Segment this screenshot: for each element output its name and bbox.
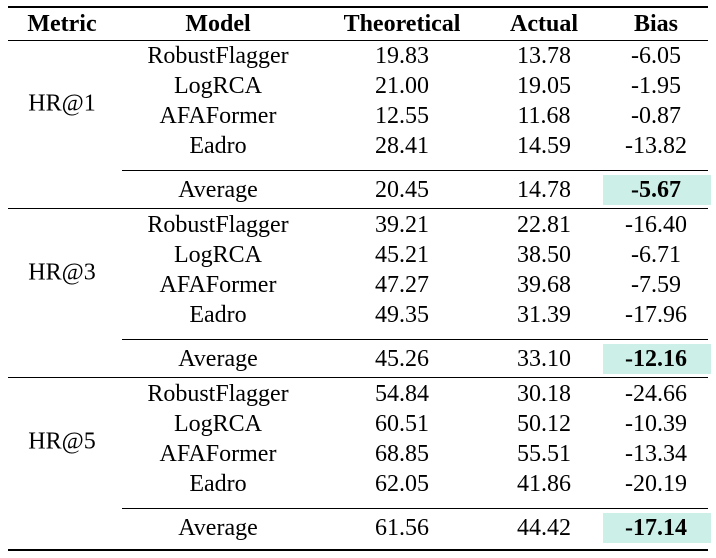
cell-bias: -13.34 — [625, 441, 687, 467]
cell-bias: -7.59 — [631, 272, 681, 298]
cell-theoretical: 12.55 — [375, 103, 429, 129]
cell-average-label: Average — [178, 177, 258, 203]
best-highlight — [603, 344, 711, 374]
cell-bias: -10.39 — [625, 411, 687, 437]
cell-model: AFAFormer — [159, 441, 277, 467]
cell-average-label: Average — [178, 346, 258, 372]
cell-actual: 11.68 — [517, 103, 571, 129]
metric-label: HR@5 — [28, 428, 96, 455]
header-theoretical: Theoretical — [343, 11, 461, 37]
cell-theoretical: 21.00 — [375, 73, 429, 99]
metric-label: HR@3 — [28, 259, 96, 286]
cell-average-bias: -12.16 — [625, 346, 687, 372]
average-rule — [122, 170, 708, 171]
cell-theoretical: 49.35 — [375, 302, 429, 328]
cell-model: AFAFormer — [159, 272, 277, 298]
cell-actual: 14.59 — [517, 133, 571, 159]
cell-average-actual: 44.42 — [517, 515, 571, 541]
header-metric: Metric — [27, 11, 97, 37]
cell-model: LogRCA — [173, 411, 263, 437]
cell-model: RobustFlagger — [147, 212, 289, 238]
cell-bias: -1.95 — [631, 73, 681, 99]
cell-model: Eadro — [189, 471, 247, 497]
cell-bias: -0.87 — [631, 103, 681, 129]
cell-average-label: Average — [178, 515, 258, 541]
cell-theoretical: 54.84 — [375, 381, 429, 407]
top-rule — [8, 6, 708, 8]
cell-bias: -13.82 — [625, 133, 687, 159]
cell-actual: 50.12 — [517, 411, 571, 437]
best-highlight — [603, 175, 711, 205]
metric-label: HR@1 — [28, 90, 96, 117]
cell-average-theoretical: 45.26 — [375, 346, 429, 372]
cell-actual: 55.51 — [517, 441, 571, 467]
header-model: Model — [185, 11, 251, 37]
cell-actual: 13.78 — [517, 43, 571, 69]
cell-model: AFAFormer — [159, 103, 277, 129]
cell-actual: 30.18 — [517, 381, 571, 407]
cell-average-bias: -17.14 — [625, 515, 687, 541]
cell-actual: 31.39 — [517, 302, 571, 328]
cell-actual: 41.86 — [517, 471, 571, 497]
cell-bias: -6.05 — [631, 43, 681, 69]
cell-theoretical: 68.85 — [375, 441, 429, 467]
cell-model: LogRCA — [173, 242, 263, 268]
group-rule — [8, 377, 708, 378]
header-actual: Actual — [510, 11, 578, 37]
average-rule — [122, 339, 708, 340]
cell-model: RobustFlagger — [147, 43, 289, 69]
average-rule — [122, 508, 708, 509]
cell-bias: -6.71 — [631, 242, 681, 268]
best-highlight — [603, 513, 711, 543]
cell-actual: 19.05 — [517, 73, 571, 99]
cell-model: RobustFlagger — [147, 381, 289, 407]
cell-average-actual: 14.78 — [517, 177, 571, 203]
header-rule — [8, 40, 708, 41]
cell-bias: -24.66 — [625, 381, 687, 407]
cell-model: LogRCA — [173, 73, 263, 99]
cell-theoretical: 19.83 — [375, 43, 429, 69]
cell-average-theoretical: 61.56 — [375, 515, 429, 541]
cell-bias: -17.96 — [625, 302, 687, 328]
cell-model: Eadro — [189, 133, 247, 159]
cell-average-bias: -5.67 — [631, 177, 681, 203]
cell-theoretical: 60.51 — [375, 411, 429, 437]
cell-theoretical: 39.21 — [375, 212, 429, 238]
cell-bias: -16.40 — [625, 212, 687, 238]
bottom-rule — [8, 549, 708, 551]
group-rule — [8, 208, 708, 209]
cell-theoretical: 62.05 — [375, 471, 429, 497]
cell-theoretical: 28.41 — [375, 133, 429, 159]
cell-model: Eadro — [189, 302, 247, 328]
cell-average-theoretical: 20.45 — [375, 177, 429, 203]
cell-actual: 38.50 — [517, 242, 571, 268]
cell-bias: -20.19 — [625, 471, 687, 497]
cell-theoretical: 47.27 — [375, 272, 429, 298]
cell-actual: 22.81 — [517, 212, 571, 238]
header-bias: Bias — [633, 11, 679, 37]
cell-actual: 39.68 — [517, 272, 571, 298]
cell-average-actual: 33.10 — [517, 346, 571, 372]
cell-theoretical: 45.21 — [375, 242, 429, 268]
